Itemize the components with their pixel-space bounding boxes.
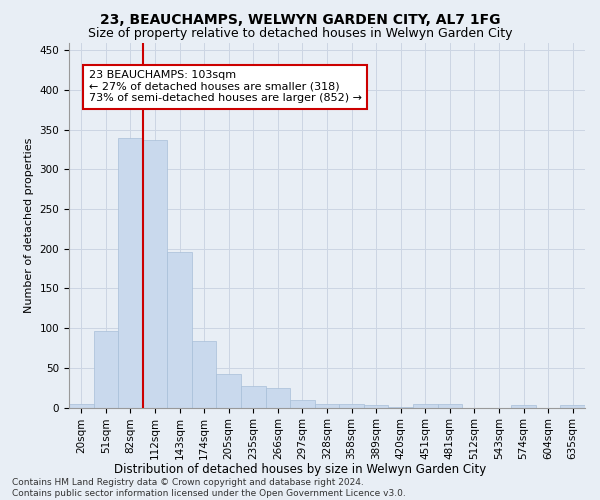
Text: Size of property relative to detached houses in Welwyn Garden City: Size of property relative to detached ho… [88,28,512,40]
Text: Contains HM Land Registry data © Crown copyright and database right 2024.
Contai: Contains HM Land Registry data © Crown c… [12,478,406,498]
Text: 23 BEAUCHAMPS: 103sqm
← 27% of detached houses are smaller (318)
73% of semi-det: 23 BEAUCHAMPS: 103sqm ← 27% of detached … [89,70,362,104]
Bar [364,405,388,407]
Text: 23, BEAUCHAMPS, WELWYN GARDEN CITY, AL7 1FG: 23, BEAUCHAMPS, WELWYN GARDEN CITY, AL7 … [100,12,500,26]
Bar [266,388,290,407]
Bar [118,138,143,407]
Bar [290,400,315,407]
Bar [94,330,118,407]
Bar [388,406,413,408]
Y-axis label: Number of detached properties: Number of detached properties [24,138,34,312]
Bar [413,404,437,407]
Bar [339,404,364,407]
Bar [69,404,94,407]
Bar [167,252,192,408]
Bar [241,386,266,407]
Bar [437,404,462,407]
Bar [143,140,167,407]
Bar [511,405,536,407]
Bar [217,374,241,408]
Bar [560,405,585,407]
Bar [315,404,339,407]
Bar [192,341,217,407]
Text: Distribution of detached houses by size in Welwyn Garden City: Distribution of detached houses by size … [114,462,486,475]
